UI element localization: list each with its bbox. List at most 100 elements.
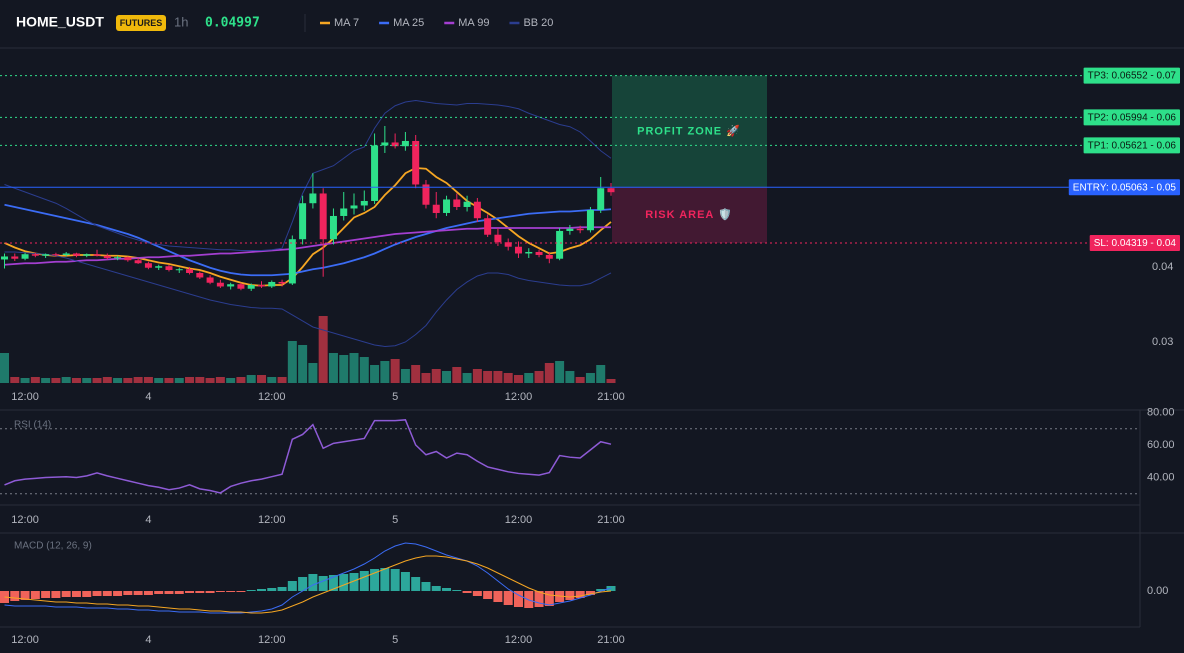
- candle-body: [340, 208, 348, 216]
- candle-body: [1, 256, 8, 260]
- candle-body: [299, 203, 307, 240]
- candle-body: [165, 266, 173, 270]
- x-tick-label: 21:00: [597, 634, 625, 646]
- volume-bar: [390, 359, 400, 383]
- candle-body: [381, 142, 389, 146]
- zone: [612, 187, 767, 244]
- candle-body: [206, 277, 214, 283]
- x-tick-label: 4: [145, 634, 151, 646]
- x-tick-label: 5: [392, 514, 398, 526]
- candle-body: [586, 209, 594, 231]
- macd-histogram-bar: [195, 591, 205, 593]
- volume-bar: [287, 341, 297, 383]
- ma-line: [4, 226, 611, 266]
- macd-histogram-bar: [585, 591, 595, 595]
- volume-bar: [308, 363, 318, 383]
- x-tick-label: 12:00: [505, 514, 533, 526]
- macd-histogram-bar: [205, 591, 215, 593]
- candle-body: [11, 256, 19, 259]
- volume-bar: [41, 378, 51, 383]
- candle-body: [545, 254, 553, 259]
- candle-body: [93, 254, 101, 256]
- volume-bar: [585, 373, 595, 383]
- x-tick-label: 4: [145, 391, 151, 403]
- macd-histogram-bar: [143, 591, 153, 595]
- macd-histogram-bar: [442, 588, 452, 591]
- candle-body: [484, 218, 492, 235]
- macd-histogram-bar: [20, 591, 30, 600]
- macd-histogram-bar: [318, 576, 328, 591]
- x-tick-label: 12:00: [11, 514, 39, 526]
- macd-histogram-bar: [359, 571, 369, 591]
- macd-histogram-bar: [154, 591, 164, 594]
- interval[interactable]: 1h: [174, 14, 188, 29]
- volume-bar: [215, 377, 225, 383]
- volume-bar: [524, 373, 534, 383]
- macd-histogram-bar: [575, 591, 585, 598]
- candle-body: [319, 193, 327, 240]
- macd-histogram-bar: [226, 591, 236, 592]
- macd-histogram-bar: [534, 591, 544, 607]
- x-tick-label: 21:00: [597, 391, 625, 403]
- volume-bar: [318, 316, 328, 383]
- volume-bar: [123, 378, 133, 383]
- macd-histogram-bar: [256, 589, 266, 591]
- candle-body: [196, 272, 204, 278]
- level-label: TP3: 0.06552 - 0.07: [1088, 71, 1177, 82]
- rsi-line: [4, 419, 612, 494]
- level-label-bg: [1083, 67, 1180, 84]
- ma-line: [4, 167, 612, 287]
- y-tick-label: 0.04: [1152, 261, 1173, 273]
- macd-histogram-bar: [503, 591, 513, 605]
- zone-label: PROFIT ZONE 🚀: [637, 124, 741, 137]
- level-label-bg: [1089, 235, 1180, 252]
- legend-label: MA 25: [393, 17, 424, 29]
- volume-bar: [493, 371, 503, 383]
- legend-label: MA 99: [458, 17, 489, 29]
- macd-histogram-bar: [82, 591, 92, 597]
- candle-body: [329, 215, 337, 240]
- y-tick-label: 40.00: [1147, 471, 1175, 483]
- x-tick-label: 12:00: [505, 391, 533, 403]
- macd-histogram-bar: [493, 591, 503, 602]
- macd-histogram-bar: [71, 591, 81, 597]
- volume-bar: [421, 373, 431, 383]
- volume-bar: [483, 371, 493, 383]
- candle-body: [216, 282, 224, 287]
- macd-histogram-bar: [483, 591, 493, 599]
- macd-histogram-bar: [51, 591, 61, 598]
- macd-histogram-bar: [390, 569, 400, 591]
- symbol: HOME_USDT: [16, 14, 104, 30]
- macd-histogram-bar: [421, 582, 431, 591]
- volume-bar: [10, 377, 20, 383]
- candle-body: [144, 263, 152, 268]
- candle-body: [360, 200, 368, 206]
- volume-bar: [411, 365, 421, 383]
- candle-body: [278, 281, 286, 284]
- macd-line: [4, 542, 612, 614]
- candle-body: [463, 201, 471, 207]
- volume-bar: [472, 369, 482, 383]
- last-price: 0.04997: [205, 16, 260, 31]
- x-tick-label: 12:00: [258, 391, 286, 403]
- x-tick-label: 5: [392, 634, 398, 646]
- macd-histogram-bar: [246, 590, 256, 591]
- macd-histogram-bar: [339, 574, 349, 591]
- macd-histogram-bar: [133, 591, 143, 595]
- legend-label: BB 20: [523, 17, 553, 29]
- candle-body: [288, 239, 296, 284]
- volume-bar: [226, 378, 236, 383]
- x-tick-label: 12:00: [505, 634, 533, 646]
- macd-histogram-bar: [174, 591, 184, 594]
- macd-histogram-bar: [565, 591, 575, 600]
- y-tick-label: 80.00: [1147, 406, 1175, 418]
- volume-bar: [606, 379, 616, 383]
- volume-bar: [544, 363, 554, 383]
- volume-bar: [380, 361, 390, 383]
- macd-histogram-bar: [61, 591, 71, 597]
- candle-body: [473, 201, 481, 219]
- y-tick-label: 60.00: [1147, 439, 1175, 451]
- volume-bar: [164, 378, 174, 383]
